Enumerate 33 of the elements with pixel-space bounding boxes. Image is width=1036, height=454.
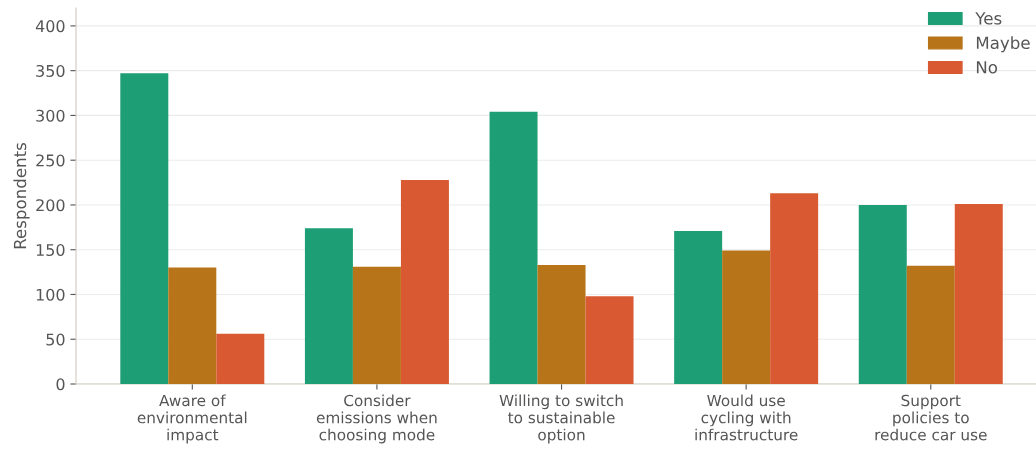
bar: [120, 73, 169, 384]
legend-label: Maybe: [976, 36, 1030, 53]
x-tick-label: Support policies to reduce car use: [875, 394, 987, 441]
y-tick-label: 250: [36, 154, 65, 167]
bar: [585, 296, 634, 384]
x-tick-label: Would use cycling with infrastructure: [695, 394, 798, 441]
y-tick-label: 0: [56, 378, 65, 391]
x-tick-label: Consider emissions when choosing mode: [316, 394, 437, 444]
x-tick-label: Willing to switch to sustainable option: [499, 394, 623, 444]
y-tick-label: 100: [36, 288, 65, 301]
bar: [168, 267, 217, 384]
bar: [858, 204, 907, 384]
bar: [722, 250, 771, 384]
x-tick-label: Aware of environmental impact: [137, 394, 247, 444]
legend-label: No: [976, 61, 998, 74]
bar: [906, 265, 955, 384]
bar: [352, 266, 401, 384]
bar: [400, 179, 449, 384]
bar: [770, 193, 819, 384]
y-tick-label: 200: [36, 199, 65, 212]
y-axis-title: Respondents: [13, 142, 30, 249]
bar: [674, 230, 723, 384]
bar: [304, 228, 353, 384]
y-tick-label: 400: [35, 20, 65, 33]
legend-label: Yes: [975, 12, 1002, 25]
bar: [537, 264, 586, 384]
bar: [216, 333, 265, 384]
y-tick-label: 150: [36, 243, 65, 257]
y-tick-label: 350: [36, 64, 65, 77]
y-tick-label: 50: [46, 333, 65, 346]
bar: [954, 204, 1003, 384]
y-tick-label: 300: [36, 109, 65, 122]
bar: [489, 111, 538, 384]
